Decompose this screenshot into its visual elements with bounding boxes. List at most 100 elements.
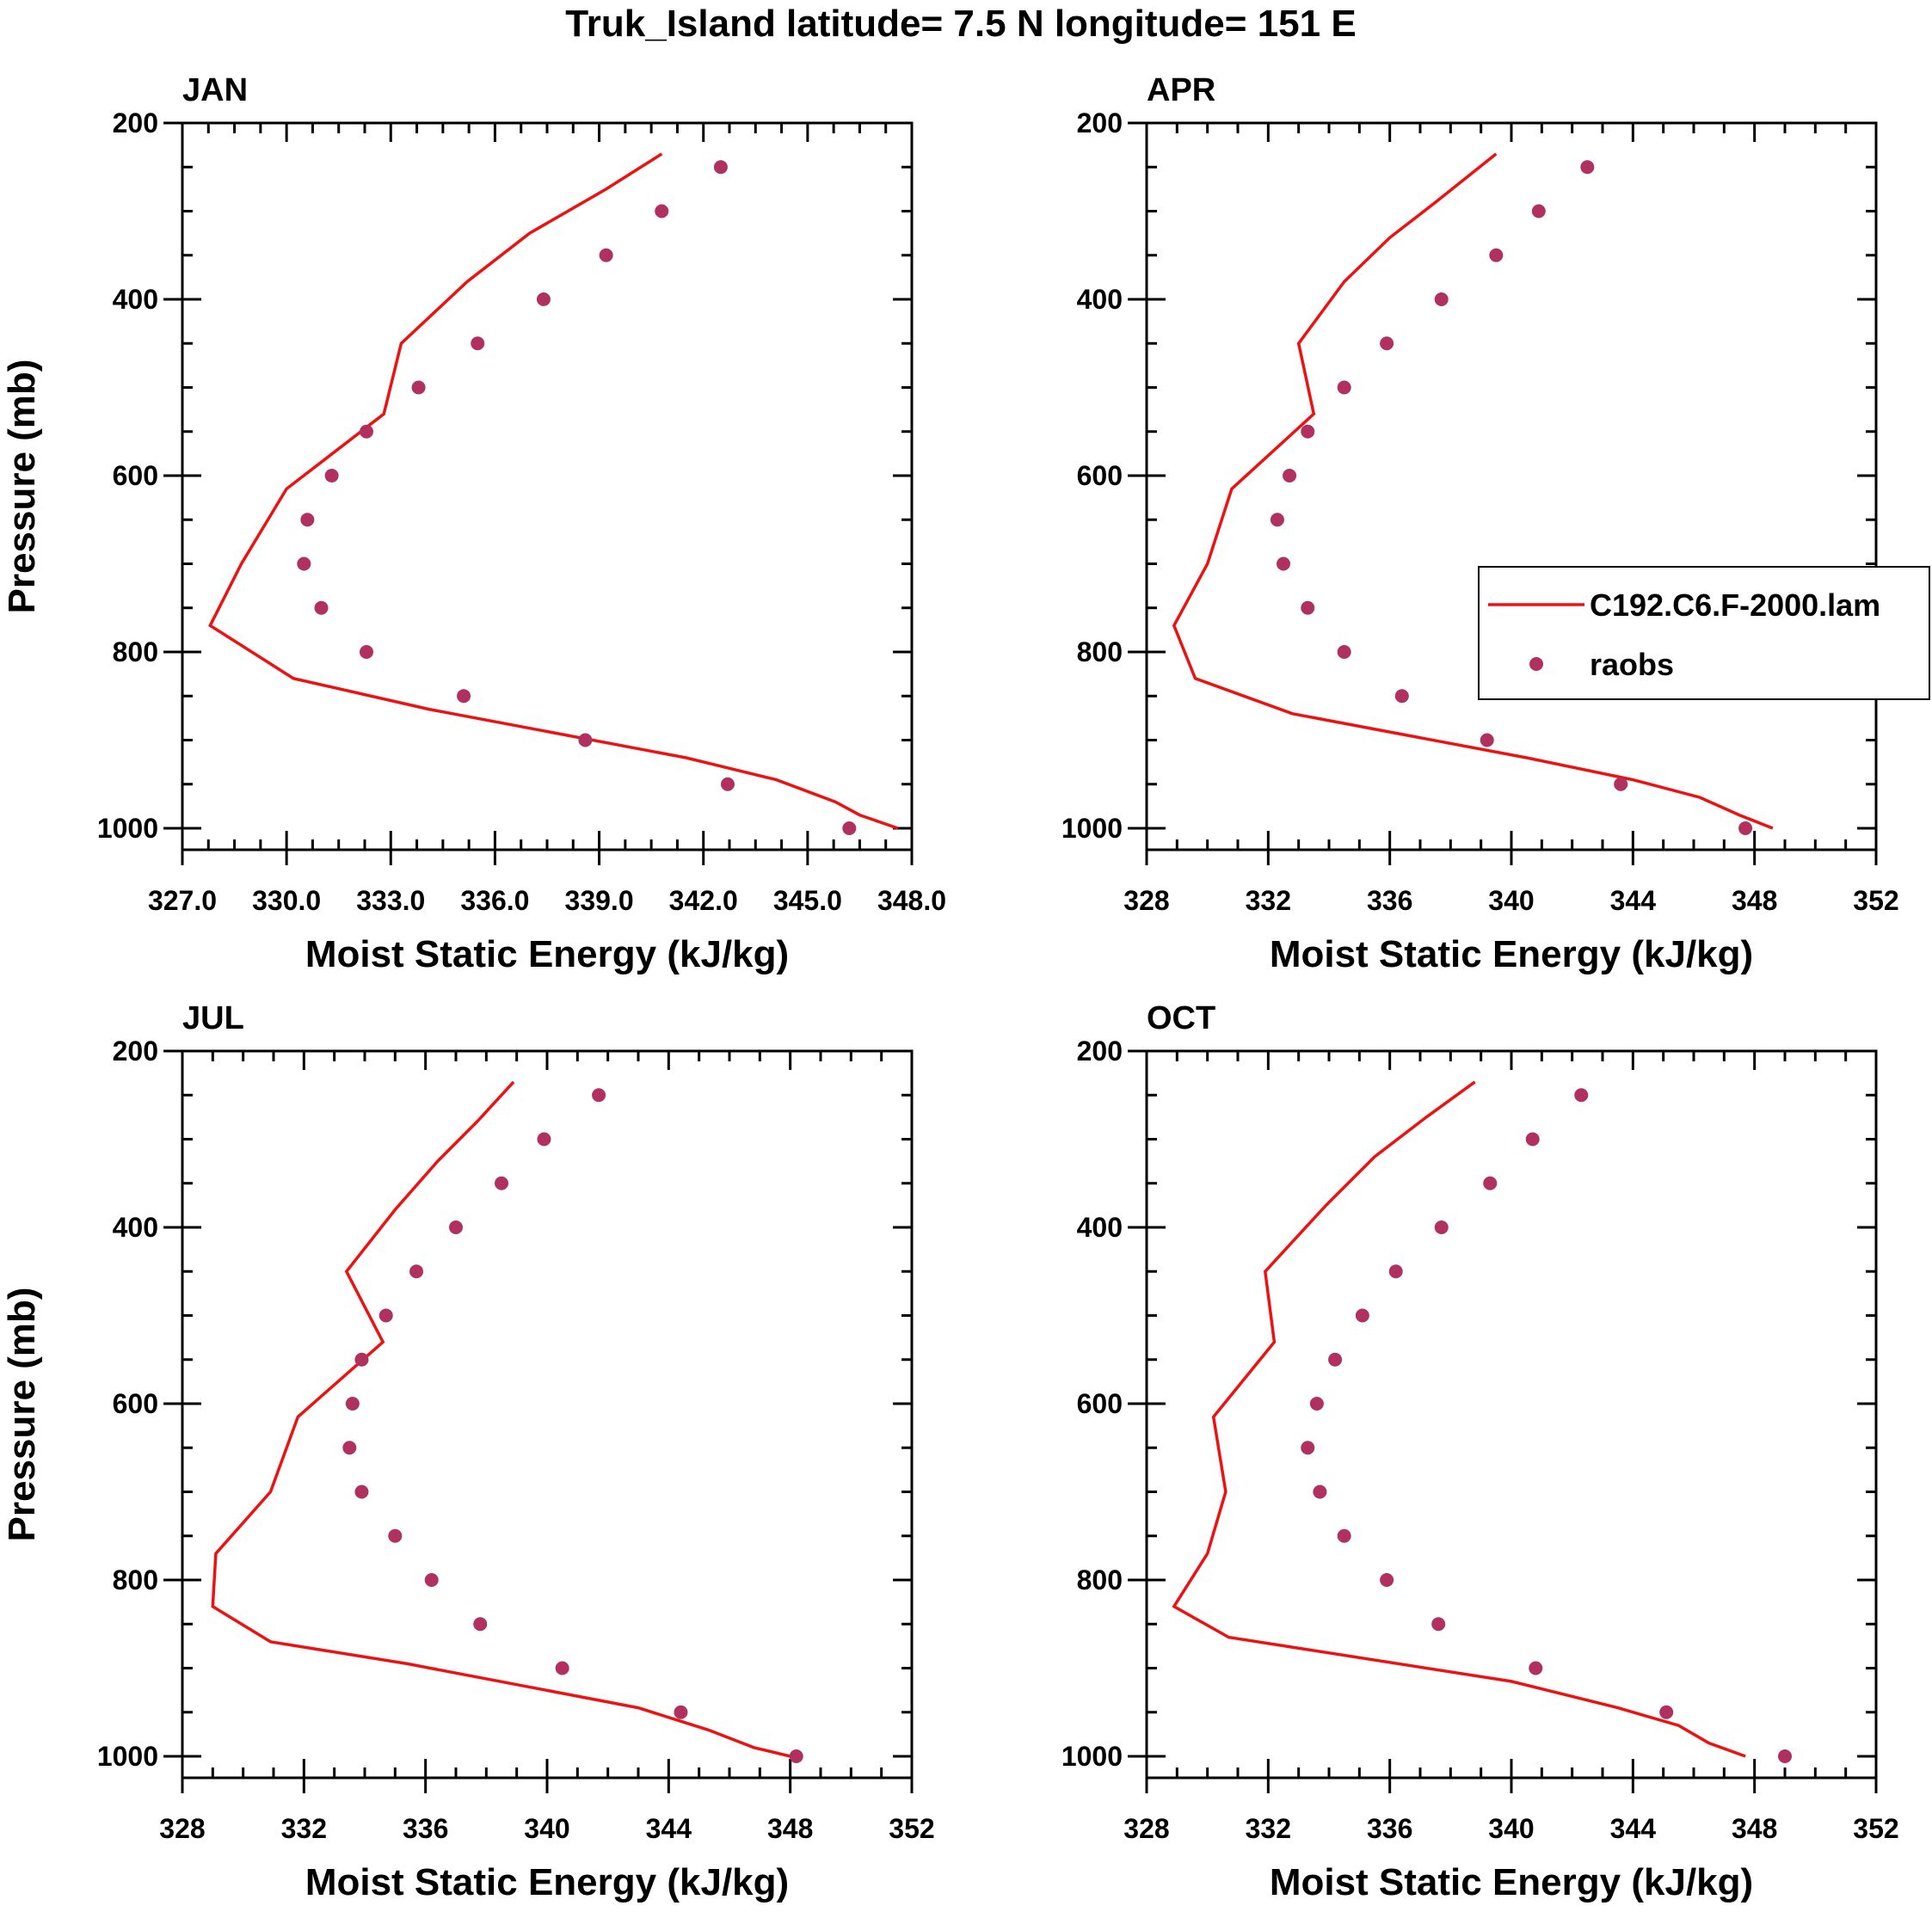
y-tick-label: 200	[1077, 1036, 1123, 1067]
panel-oct: OCT 200 400 600 800 1000 328 332 336 340 344 348 352…	[1061, 1000, 1899, 1903]
raobs-point	[1431, 1617, 1446, 1632]
raobs-point	[1337, 645, 1351, 659]
raobs-point	[536, 292, 551, 306]
raobs-point	[1580, 160, 1595, 175]
raobs-point	[713, 160, 728, 175]
plot-frame	[1145, 121, 1878, 851]
model-series-line	[1172, 152, 1774, 830]
raobs-point	[1525, 1132, 1540, 1146]
raobs-point	[411, 380, 426, 395]
y-tick-label: 1000	[1061, 1741, 1123, 1772]
raobs-point	[720, 777, 735, 791]
x-tick-label: 340	[1488, 1813, 1534, 1844]
panel-label: OCT	[1147, 1000, 1215, 1036]
x-tick-label: 352	[889, 1813, 934, 1844]
y-tick-label: 800	[113, 1565, 158, 1595]
raobs-point	[342, 1441, 357, 1455]
raobs-point	[655, 204, 669, 218]
y-tick-label: 1000	[97, 813, 158, 844]
raobs-point	[1283, 469, 1297, 483]
x-tick-label: 336	[403, 1813, 448, 1844]
y-axis-title: Pressure (mb)	[1, 1288, 43, 1542]
raobs-point	[1309, 1397, 1324, 1411]
y-axis-title: Pressure (mb)	[1, 360, 43, 614]
raobs-point	[1277, 556, 1290, 571]
x-tick-label: 336.0	[460, 885, 529, 916]
raobs-point	[1380, 336, 1394, 351]
raobs-point	[1388, 1264, 1403, 1279]
raobs-point	[1328, 1352, 1343, 1367]
raobs-point	[1738, 821, 1753, 835]
raobs-point	[1301, 600, 1315, 615]
y-tick-label: 200	[1077, 108, 1123, 138]
raobs-point	[1394, 689, 1409, 704]
raobs-point	[555, 1661, 569, 1675]
legend-obs-label: raobs	[1590, 647, 1674, 682]
panel-jul: JUL 200 400 600 800 1000 328 332 336 340 344 348 352…	[1, 1000, 935, 1903]
y-tick-label: 800	[1077, 636, 1123, 667]
x-tick-label: 333.0	[356, 885, 425, 916]
y-tick-label: 200	[113, 1036, 158, 1067]
raobs-point	[354, 1485, 369, 1499]
x-axis-title: Moist Static Energy (kJ/kg)	[1270, 1861, 1753, 1903]
legend-obs-swatch	[1529, 657, 1543, 671]
x-tick-label: 348.0	[877, 885, 946, 916]
x-tick-label: 340	[1488, 885, 1534, 916]
raobs-point	[599, 248, 613, 262]
raobs-point	[409, 1264, 424, 1279]
x-tick-label: 348	[767, 1813, 813, 1844]
x-tick-label: 327.0	[148, 885, 217, 916]
raobs-point	[1313, 1485, 1327, 1499]
x-tick-label: 342.0	[669, 885, 738, 916]
panel-label: JAN	[182, 72, 248, 108]
raobs-point	[1531, 204, 1546, 218]
x-tick-label: 336	[1367, 1813, 1412, 1844]
x-tick-label: 348	[1732, 885, 1777, 916]
x-axis-title: Moist Static Energy (kJ/kg)	[305, 933, 789, 975]
raobs-point	[457, 689, 471, 704]
x-tick-label: 332	[1246, 1813, 1291, 1844]
raobs-point	[1434, 1220, 1449, 1234]
raobs-point	[354, 1352, 369, 1367]
raobs-point	[1529, 1661, 1543, 1675]
raobs-point	[360, 645, 374, 659]
x-axis-title: Moist Static Energy (kJ/kg)	[305, 1861, 789, 1903]
x-tick-label: 339.0	[565, 885, 634, 916]
panel-apr: APR 200 400 600 800 1000 328 332 336 340 344 348 352…	[1061, 72, 1899, 975]
x-tick-label: 330.0	[252, 885, 321, 916]
raobs-point	[424, 1573, 439, 1587]
x-tick-label: 344	[1610, 885, 1657, 916]
x-tick-label: 345.0	[773, 885, 842, 916]
raobs-point	[1380, 1573, 1394, 1587]
plot-frame	[181, 1049, 914, 1780]
model-series-line	[211, 1080, 791, 1758]
raobs-point	[1489, 248, 1504, 262]
raobs-point	[1337, 1528, 1351, 1543]
panel-label: APR	[1147, 72, 1215, 108]
raobs-point	[537, 1132, 551, 1146]
y-tick-label: 600	[1077, 1388, 1123, 1419]
legend-box	[1478, 566, 1930, 700]
y-tick-label: 200	[113, 108, 158, 138]
model-series-line	[1172, 1080, 1746, 1758]
y-tick-label: 800	[1077, 1565, 1123, 1595]
raobs-point	[1301, 424, 1315, 439]
x-tick-label: 344	[1610, 1813, 1657, 1844]
y-tick-label: 400	[1077, 1212, 1123, 1243]
raobs-point	[345, 1397, 360, 1411]
x-tick-label: 332	[1246, 885, 1291, 916]
y-tick-label: 800	[113, 636, 158, 667]
x-tick-label: 344	[646, 1813, 692, 1844]
panel-label: JUL	[182, 1000, 244, 1036]
raobs-point	[1270, 513, 1284, 527]
raobs-point	[314, 600, 329, 615]
raobs-point	[1355, 1308, 1369, 1323]
x-tick-label: 340	[524, 1813, 569, 1844]
raobs-point	[1483, 1176, 1498, 1190]
y-tick-label: 600	[113, 1388, 158, 1419]
raobs-point	[360, 424, 374, 439]
x-tick-label: 332	[281, 1813, 327, 1844]
raobs-point	[674, 1705, 688, 1719]
plot-frame	[1145, 1049, 1878, 1780]
